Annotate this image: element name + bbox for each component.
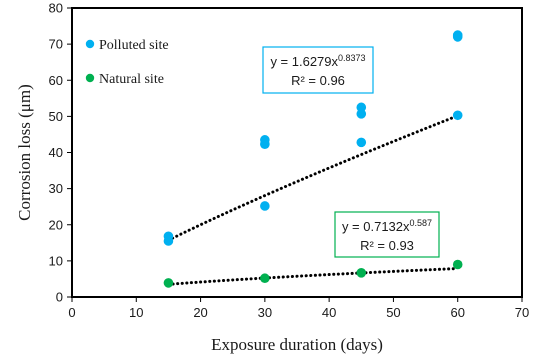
data-point <box>452 110 463 121</box>
legend-marker <box>85 39 95 49</box>
data-point <box>163 278 174 288</box>
y-tick-label: 10 <box>49 253 63 268</box>
axes: 0 10 20 30 40 50 60 70 0 10 20 30 40 50 60 70 80 <box>49 1 530 321</box>
data-point <box>452 30 463 40</box>
y-tick-label: 50 <box>49 109 63 124</box>
legend: Polluted site Natural site <box>85 38 169 87</box>
r-squared-label: R² = 0.93 <box>360 238 414 253</box>
legend-label: Natural site <box>99 72 164 87</box>
y-tick-label: 80 <box>49 1 63 16</box>
trendline <box>166 114 460 242</box>
data-point <box>260 273 270 284</box>
x-tick-label: 20 <box>193 305 207 320</box>
x-tick-label: 10 <box>129 305 143 320</box>
data-point <box>260 201 270 211</box>
equation-box <box>334 211 440 258</box>
trend-equation: y = 0.7132x0.587 <box>342 218 432 234</box>
data-point <box>356 102 367 113</box>
legend-label: Polluted site <box>99 38 169 53</box>
x-tick-label: 30 <box>258 305 272 320</box>
y-tick-label: 20 <box>49 217 63 232</box>
y-axis-title: Corrosion loss (μm) <box>15 84 34 221</box>
y-tick-label: 0 <box>56 290 63 305</box>
x-tick-label: 60 <box>450 305 464 320</box>
data-point <box>452 259 463 270</box>
data-points <box>163 30 463 288</box>
x-tick-label: 40 <box>322 305 336 320</box>
data-point <box>260 135 270 145</box>
x-tick-label: 50 <box>386 305 400 320</box>
r-squared-label: R² = 0.96 <box>291 73 345 88</box>
y-tick-label: 60 <box>49 73 63 88</box>
legend-marker <box>85 73 95 83</box>
x-axis-title: Exposure duration (days) <box>211 335 383 354</box>
y-tick-label: 40 <box>49 145 63 160</box>
trendlines <box>166 114 460 286</box>
equation-boxes: y = 1.6279x0.8373 R² = 0.96 y = 0.7132x0.5… <box>262 46 440 258</box>
x-tick-label: 70 <box>515 305 529 320</box>
equation-box <box>262 46 374 94</box>
y-tick-label: 30 <box>49 181 63 196</box>
axis-titles: Exposure duration (days) Corrosion loss … <box>15 84 383 354</box>
data-point <box>163 231 174 242</box>
x-tick-label: 0 <box>68 305 75 320</box>
y-tick-label: 70 <box>49 37 63 52</box>
trend-equation: y = 1.6279x0.8373 <box>270 53 365 69</box>
data-point <box>356 267 367 278</box>
data-point <box>356 137 367 148</box>
